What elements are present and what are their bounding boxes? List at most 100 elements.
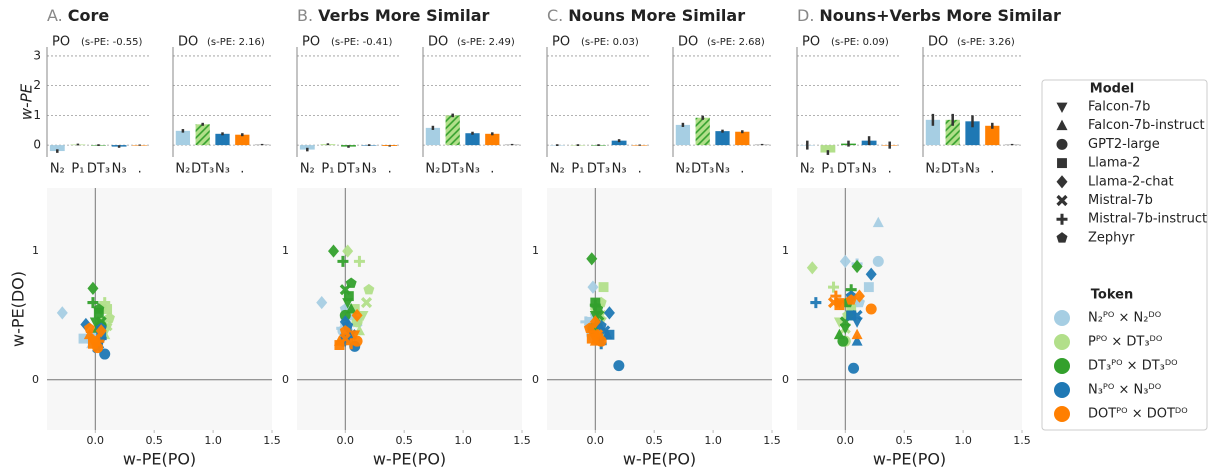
marker [592, 329, 604, 341]
legend-label: DT₃ᴾᴼ × DT₃ᴰᴼ [1088, 359, 1178, 374]
bar [611, 140, 627, 146]
x-tick-label: N₂ [175, 162, 190, 177]
legend-label: Falcon-7b [1088, 100, 1150, 115]
subplot-subtitle: (s-PE: -0.55) [81, 37, 142, 48]
marker [851, 335, 863, 346]
panel-letter: D. [797, 6, 814, 25]
bar [965, 121, 980, 146]
y-tick-label: 1 [532, 244, 539, 257]
x-tick-label: N₂ [425, 162, 440, 177]
legend-box [1041, 79, 1208, 431]
x-tick-label: 1.5 [1013, 434, 1031, 447]
bar [675, 124, 691, 146]
x-tick-label: . [490, 162, 494, 177]
marker [349, 330, 361, 341]
subplot-subtitle: (s-PE: 2.16) [207, 37, 265, 48]
plot-area [47, 188, 272, 430]
x-tick-label: N₂ [50, 162, 65, 177]
y-tick-label: 0 [532, 373, 539, 386]
bar [445, 115, 460, 146]
marker [349, 304, 360, 314]
marker [1056, 213, 1068, 225]
panel-letter: B. [297, 6, 313, 25]
marker [78, 333, 89, 344]
panel-title: A. Core [47, 6, 109, 25]
plot-area [797, 188, 1022, 430]
x-tick-label: DT₃ [337, 162, 360, 177]
bar [215, 133, 230, 146]
x-tick-label: DT₃ [837, 162, 860, 177]
subplot-title: DO [928, 35, 948, 50]
marker [589, 315, 601, 329]
x-tick-label: N₃ [465, 162, 480, 177]
marker [846, 310, 857, 321]
marker [1056, 138, 1068, 150]
marker [613, 360, 625, 372]
x-tick-label: DT₃ [191, 162, 214, 177]
x-tick-label: . [638, 162, 642, 177]
legend-label: Falcon-7b-instruct [1088, 118, 1205, 133]
x-tick-label: 1.5 [263, 434, 281, 447]
bar [235, 134, 250, 146]
legend-swatch [1054, 382, 1070, 398]
subplot-title: DO [678, 35, 698, 50]
marker [80, 317, 92, 332]
y-axis-label: w-PE [18, 83, 36, 120]
x-tick-label: DT₃ [691, 162, 714, 177]
legend-label: Llama-2-chat [1088, 174, 1174, 189]
x-tick-label: . [990, 162, 994, 177]
x-tick-label: . [138, 162, 142, 177]
marker [342, 244, 354, 258]
marker [339, 333, 351, 345]
x-tick-label: 1.0 [204, 434, 222, 447]
x-tick-label: N₃ [965, 162, 980, 177]
x-tick-label: 1.0 [954, 434, 972, 447]
y-tick-label: 1 [33, 108, 41, 122]
x-tick-label: 0.5 [895, 434, 913, 447]
marker [1056, 102, 1068, 114]
x-tick-label: . [240, 162, 244, 177]
x-tick-label: N₂ [925, 162, 940, 177]
x-tick-label: N₂ [675, 162, 690, 177]
bar [985, 125, 1000, 146]
marker [337, 255, 349, 267]
x-tick-label: 1.5 [763, 434, 781, 447]
marker [102, 304, 113, 314]
marker [345, 302, 357, 314]
marker [846, 304, 857, 314]
marker [872, 255, 884, 267]
x-tick-label: 1.5 [513, 434, 531, 447]
marker [339, 325, 351, 336]
legend-label: N₃ᴾᴼ × N₃ᴰᴼ [1088, 383, 1161, 398]
legend-label: N₂ᴾᴼ × N₂ᴰᴼ [1088, 311, 1161, 326]
bar [715, 131, 730, 146]
marker [839, 254, 851, 268]
bar [195, 124, 210, 146]
bar [945, 119, 960, 146]
marker [103, 312, 115, 323]
marker [93, 335, 105, 347]
legend-swatch [1054, 406, 1070, 422]
marker [851, 259, 863, 274]
x-tick-label: N₃ [612, 162, 627, 177]
subplot-subtitle: (s-PE: 2.49) [457, 37, 515, 48]
x-tick-label: 0.5 [645, 434, 663, 447]
bar [299, 145, 315, 150]
legend-label: Mistral-7b [1088, 193, 1153, 208]
panel-letter: A. [47, 6, 63, 25]
plot-area [297, 188, 522, 430]
legend-label: GPT2-large [1088, 137, 1160, 152]
subplot-title: DO [428, 35, 448, 50]
marker [95, 324, 107, 338]
bar [465, 133, 480, 146]
marker [865, 267, 877, 281]
y-axis-label: w-PE(DO) [9, 271, 28, 347]
bar [735, 131, 750, 146]
subplot-subtitle: (s-PE: 2.68) [707, 37, 765, 48]
subplot-subtitle: (s-PE: 0.03) [581, 37, 639, 48]
bar [820, 145, 836, 153]
x-tick-label: . [888, 162, 892, 177]
panel-letter: C. [547, 6, 563, 25]
x-tick-label: DT₃ [587, 162, 610, 177]
marker [93, 303, 105, 314]
